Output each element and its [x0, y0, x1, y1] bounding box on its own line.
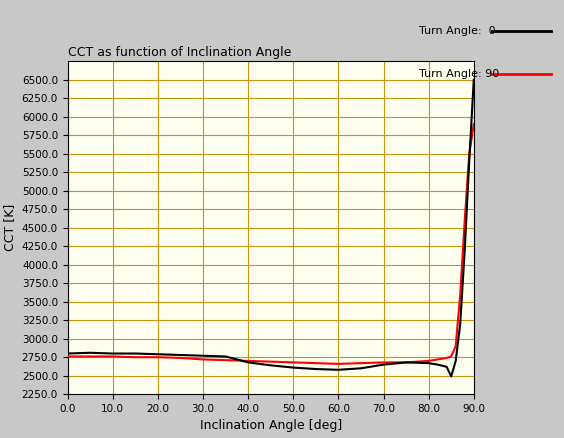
Text: Turn Angle:  0: Turn Angle: 0	[419, 26, 496, 35]
Text: Turn Angle: 90: Turn Angle: 90	[419, 70, 499, 79]
X-axis label: Inclination Angle [deg]: Inclination Angle [deg]	[200, 420, 342, 432]
Y-axis label: CCT [K]: CCT [K]	[3, 204, 16, 251]
Text: CCT as function of Inclination Angle: CCT as function of Inclination Angle	[68, 46, 291, 59]
